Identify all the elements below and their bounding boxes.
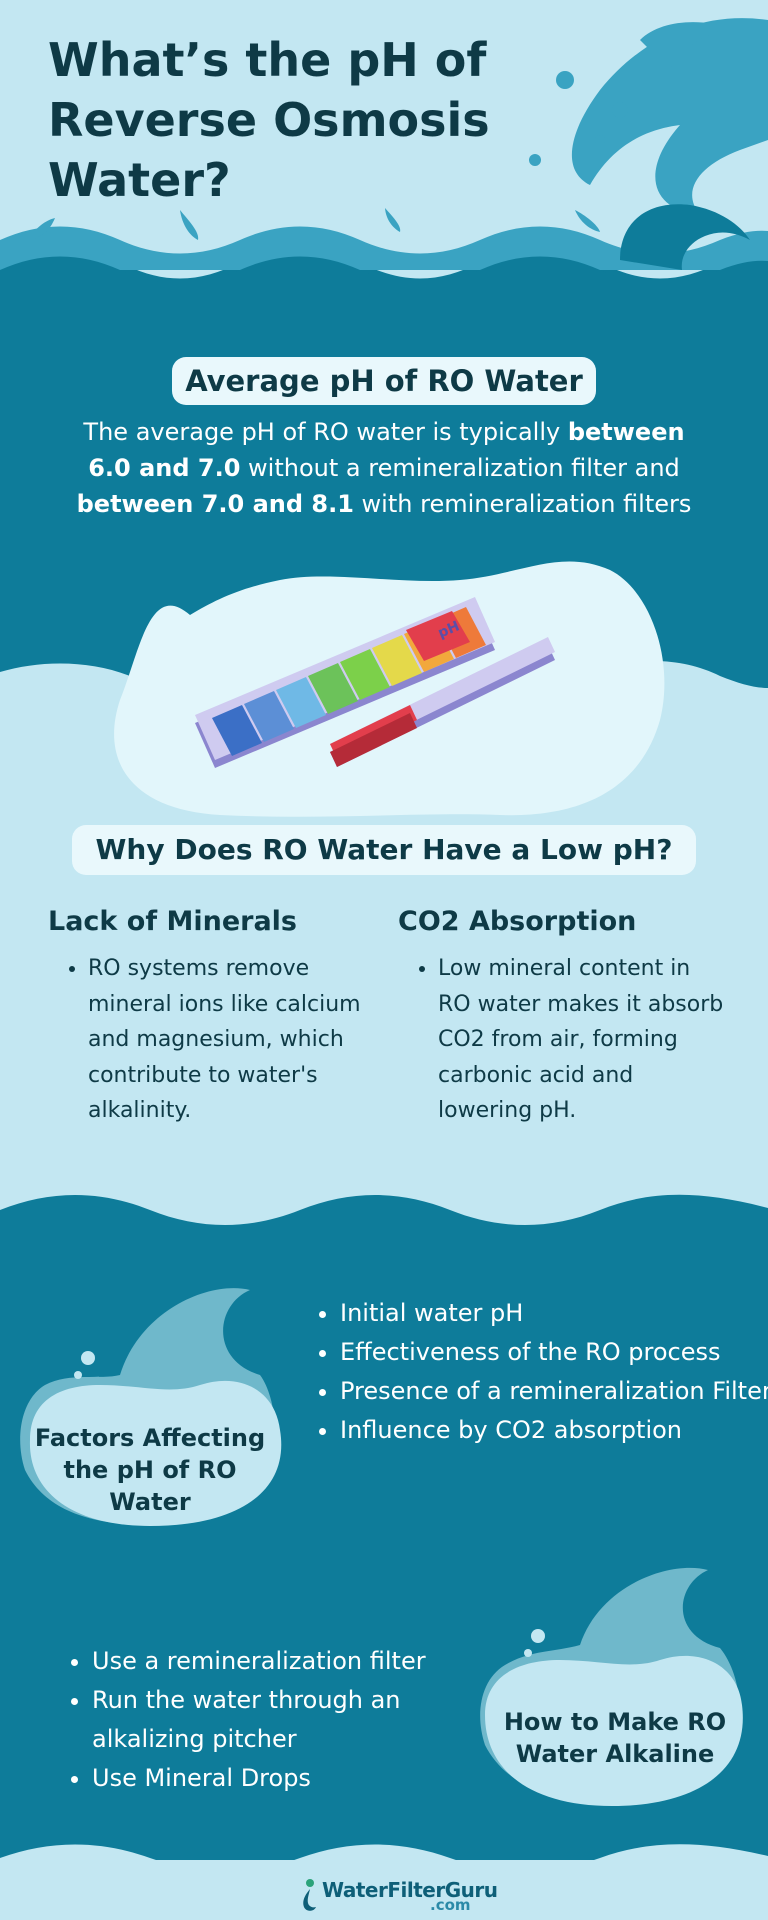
ph-strip-illustration [195, 597, 555, 768]
drop-person-icon [303, 1879, 316, 1911]
average-ph-description: The average pH of RO water is typically … [72, 414, 696, 522]
why-low-ph-heading: Why Does RO Water Have a Low pH? [72, 825, 696, 875]
list-item: Use Mineral Drops [92, 1759, 502, 1798]
column-lack-of-minerals: Lack of Minerals RO systems remove miner… [48, 906, 378, 1129]
column-title: Lack of Minerals [48, 906, 297, 937]
average-range-without: between 6.0 and 7.0 [88, 418, 685, 482]
average-text-3: with remineralization filters [353, 490, 692, 518]
list-item: Initial water pH [340, 1294, 768, 1333]
alkaline-methods-list: Use a remineralization filter Run the wa… [48, 1642, 502, 1798]
list-item: Presence of a remineralization Filter [340, 1372, 768, 1411]
factors-list: Initial water pH Effectiveness of the RO… [296, 1294, 768, 1450]
list-item: Run the water through an alkalizing pitc… [92, 1681, 502, 1759]
list-item: Use a remineralization filter [92, 1642, 502, 1681]
average-ph-heading: Average pH of RO Water [172, 357, 596, 405]
logo-domain: .com [430, 1896, 471, 1914]
list-item: RO systems remove mineral ions like calc… [88, 951, 378, 1129]
list-item: Low mineral content in RO water makes it… [438, 951, 728, 1129]
column-bullets: RO systems remove mineral ions like calc… [48, 951, 378, 1129]
average-text-1: The average pH of RO water is typically [83, 418, 568, 446]
list-item: Influence by CO2 absorption [340, 1411, 768, 1450]
column-bullets: Low mineral content in RO water makes it… [398, 951, 728, 1129]
column-title: CO2 Absorption [398, 906, 637, 937]
factors-label: Factors Affecting the pH of RO Water [34, 1424, 266, 1516]
column-co2-absorption: CO2 Absorption Low mineral content in RO… [398, 906, 728, 1129]
brand-logo[interactable]: WaterFilterGuru .com [300, 1876, 498, 1916]
list-item: Effectiveness of the RO process [340, 1333, 768, 1372]
average-text-2: without a remineralization filter and [240, 454, 680, 482]
logo-text: WaterFilterGuru [322, 1878, 498, 1902]
average-range-with: between 7.0 and 8.1 [76, 490, 354, 518]
page-title: What’s the pH of Reverse Osmosis Water? [48, 33, 490, 207]
alkaline-label: How to Make RO Water Alkaline [503, 1708, 727, 1768]
